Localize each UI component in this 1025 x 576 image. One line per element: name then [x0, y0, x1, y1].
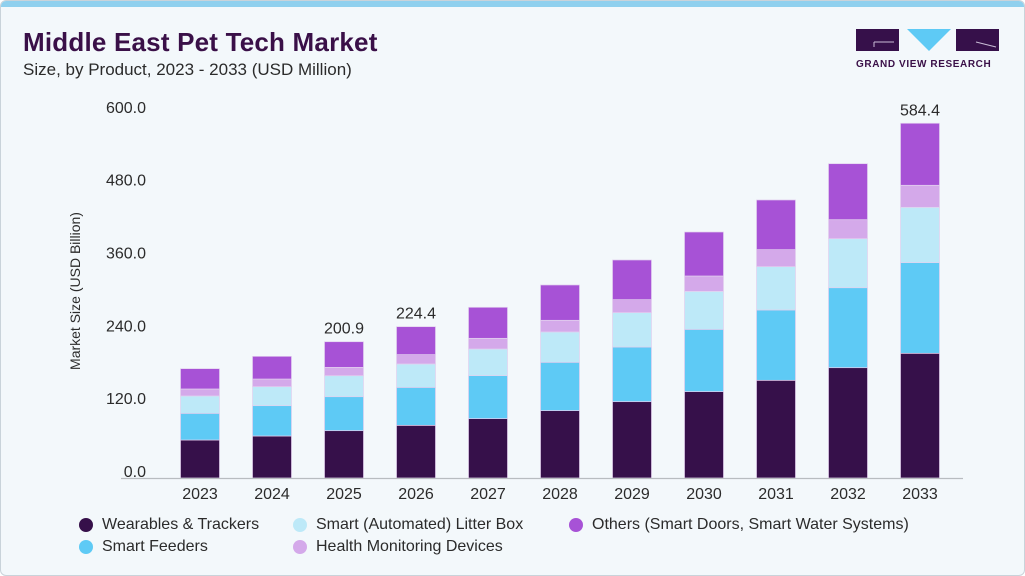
- bar-segment: [468, 375, 508, 420]
- grand-view-research-logo: [856, 29, 999, 51]
- legend-label: Smart (Automated) Litter Box: [316, 516, 524, 533]
- bar-segment: [756, 266, 796, 311]
- x-tick-label: 2033: [902, 486, 938, 503]
- bar-segment: [612, 259, 652, 301]
- legend-label: Wearables & Trackers: [102, 516, 260, 533]
- bar-segment: [396, 363, 436, 388]
- y-tick-label: 120.0: [106, 391, 146, 408]
- bar-segment: [180, 388, 220, 397]
- bar-segment: [684, 328, 724, 393]
- legend-item-litter-box: Smart (Automated) Litter Box: [293, 516, 523, 534]
- bar-segment: [324, 341, 364, 368]
- bar-segment: [468, 418, 508, 479]
- bar-segment: [684, 231, 724, 277]
- chart-title: Middle East Pet Tech Market: [23, 27, 378, 57]
- x-tick-label: 2027: [470, 486, 506, 503]
- x-tick-label: 2032: [830, 486, 866, 503]
- x-tick-label: 2023: [182, 486, 218, 503]
- bar-segment: [756, 199, 796, 251]
- bar-segment: [324, 375, 364, 398]
- x-tick-label: 2025: [326, 486, 362, 503]
- bar-segment: [612, 312, 652, 348]
- bar-segment: [540, 319, 580, 333]
- bar-segment: [900, 206, 940, 263]
- chart-subtitle: Size, by Product, 2023 - 2033 (USD Milli…: [23, 60, 352, 79]
- bar-segment: [180, 439, 220, 479]
- bar-segment: [468, 337, 508, 350]
- bar-segment: [612, 401, 652, 479]
- y-tick-label: 600.0: [106, 100, 146, 117]
- bar-segment: [900, 184, 940, 208]
- legend-swatch: [79, 540, 93, 554]
- bar-segment: [396, 424, 436, 479]
- bar-segment: [540, 331, 580, 363]
- data-label: 584.4: [900, 102, 940, 119]
- bar-segment: [252, 378, 292, 388]
- accent-bar: [1, 1, 1024, 7]
- y-tick-label: 480.0: [106, 173, 146, 190]
- bar-segment: [396, 326, 436, 355]
- legend-item-health-monitoring: Health Monitoring Devices: [293, 538, 503, 556]
- legend-item-others: Others (Smart Doors, Smart Water Systems…: [569, 516, 909, 534]
- legend-item-wearables: Wearables & Trackers: [79, 516, 259, 534]
- legend-label: Smart Feeders: [102, 538, 208, 555]
- bar-segment: [828, 367, 868, 479]
- bar-segment: [612, 346, 652, 403]
- bar-segment: [756, 309, 796, 381]
- legend-label: Others (Smart Doors, Smart Water Systems…: [592, 516, 909, 533]
- data-label: 200.9: [324, 321, 364, 338]
- y-tick-label: 360.0: [106, 246, 146, 263]
- bar-segment: [252, 386, 292, 407]
- bar-segment: [684, 290, 724, 330]
- bar-segment: [252, 355, 292, 380]
- bar-segment: [180, 395, 220, 414]
- bar-segment: [756, 379, 796, 479]
- bar-segment: [756, 249, 796, 268]
- bar-segment: [900, 352, 940, 479]
- legend-swatch: [293, 518, 307, 532]
- legend-swatch: [79, 518, 93, 532]
- bar-segment: [900, 122, 940, 186]
- x-tick-label: 2031: [758, 486, 794, 503]
- x-tick-label: 2029: [614, 486, 650, 503]
- bar-segment: [828, 219, 868, 240]
- legend-swatch: [293, 540, 307, 554]
- bar-segment: [396, 386, 436, 426]
- bar-segment: [324, 430, 364, 479]
- bar-segment: [180, 412, 220, 441]
- legend-swatch: [569, 518, 583, 532]
- bar-segment: [540, 410, 580, 479]
- bar-segment: [468, 348, 508, 376]
- bar-segment: [468, 306, 508, 339]
- x-tick-label: 2026: [398, 486, 434, 503]
- bar-segment: [180, 368, 220, 390]
- y-tick-label: 0.0: [124, 464, 146, 481]
- bar-segment: [324, 396, 364, 432]
- bar-segment: [324, 367, 364, 377]
- legend-label: Health Monitoring Devices: [316, 538, 503, 555]
- bar-segment: [828, 287, 868, 369]
- x-tick-label: 2030: [686, 486, 722, 503]
- y-axis-title: Market Size (USD Billion): [67, 212, 83, 370]
- bar-segment: [252, 435, 292, 479]
- bar-segment: [396, 354, 436, 365]
- x-tick-label: 2024: [254, 486, 290, 503]
- bar-segment: [684, 391, 724, 479]
- y-tick-label: 240.0: [106, 318, 146, 335]
- bar-segment: [540, 284, 580, 321]
- logo-text: GRAND VIEW RESEARCH: [856, 59, 992, 70]
- bar-segment: [828, 163, 868, 221]
- bar-segment: [540, 361, 580, 411]
- x-tick-label: 2028: [542, 486, 578, 503]
- bar-segment: [828, 238, 868, 289]
- data-label: 224.4: [396, 306, 436, 323]
- legend-item-smart-feeders: Smart Feeders: [79, 538, 208, 556]
- bar-segment: [252, 405, 292, 437]
- bar-segment: [612, 299, 652, 313]
- bar-segment: [684, 275, 724, 292]
- bar-segment: [900, 262, 940, 354]
